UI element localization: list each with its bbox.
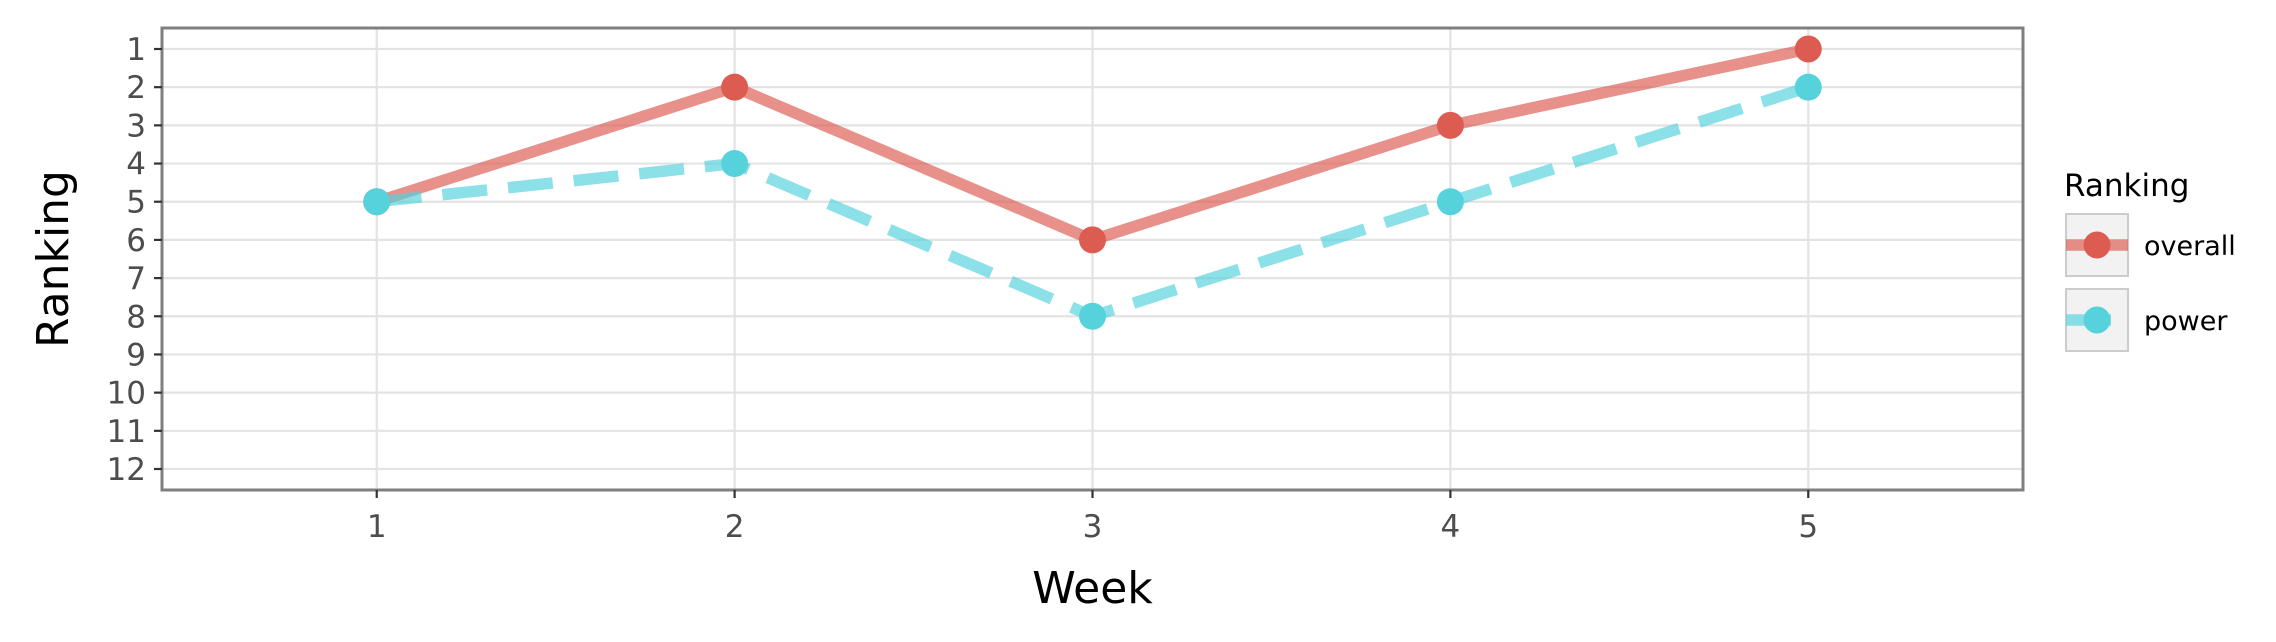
legend-marker [2083,306,2111,334]
legend-label: overall [2144,231,2236,262]
y-tick-label: 12 [107,452,146,488]
legend-marker [2083,231,2111,259]
y-tick-label: 7 [126,261,146,297]
data-point-overall [1079,226,1106,254]
y-tick-label: 2 [126,70,146,106]
legend-title: Ranking [2064,168,2189,204]
y-tick-label: 11 [107,414,146,450]
legend: Ranking overall power [2064,168,2236,352]
y-tick-label: 10 [107,376,146,412]
data-point-power [363,188,391,216]
data-point-overall [1436,111,1464,139]
legend-items: overall power [2065,213,2236,352]
data-point-overall [1794,35,1822,63]
y-tick-label: 8 [126,299,146,335]
y-tick-label: 4 [126,147,146,183]
y-tick-label: 5 [126,185,146,221]
y-axis-title: Ranking [28,170,79,348]
data-point-power [1794,73,1822,101]
y-tick-label: 1 [126,32,146,68]
series-points [363,35,1822,330]
y-tick-label: 6 [126,223,146,259]
data-point-power [1436,188,1464,216]
legend-item-overall: overall [2065,213,2236,277]
y-tick-label: 9 [126,337,146,373]
legend-item-power: power [2065,288,2228,352]
x-tick-label: 3 [1083,509,1103,545]
x-tick-label: 1 [367,509,387,545]
y-tick-label: 3 [126,108,146,144]
legend-label: power [2144,306,2228,337]
x-axis-ticks: 1 2 3 4 5 [367,490,1818,545]
x-tick-label: 4 [1441,509,1461,545]
series-layer [363,35,1822,330]
x-tick-label: 5 [1798,509,1818,545]
data-point-power [1079,302,1106,330]
x-axis-title: Week [1032,563,1153,614]
data-point-power [721,150,749,178]
x-tick-label: 2 [725,509,745,545]
data-point-overall [721,73,749,101]
